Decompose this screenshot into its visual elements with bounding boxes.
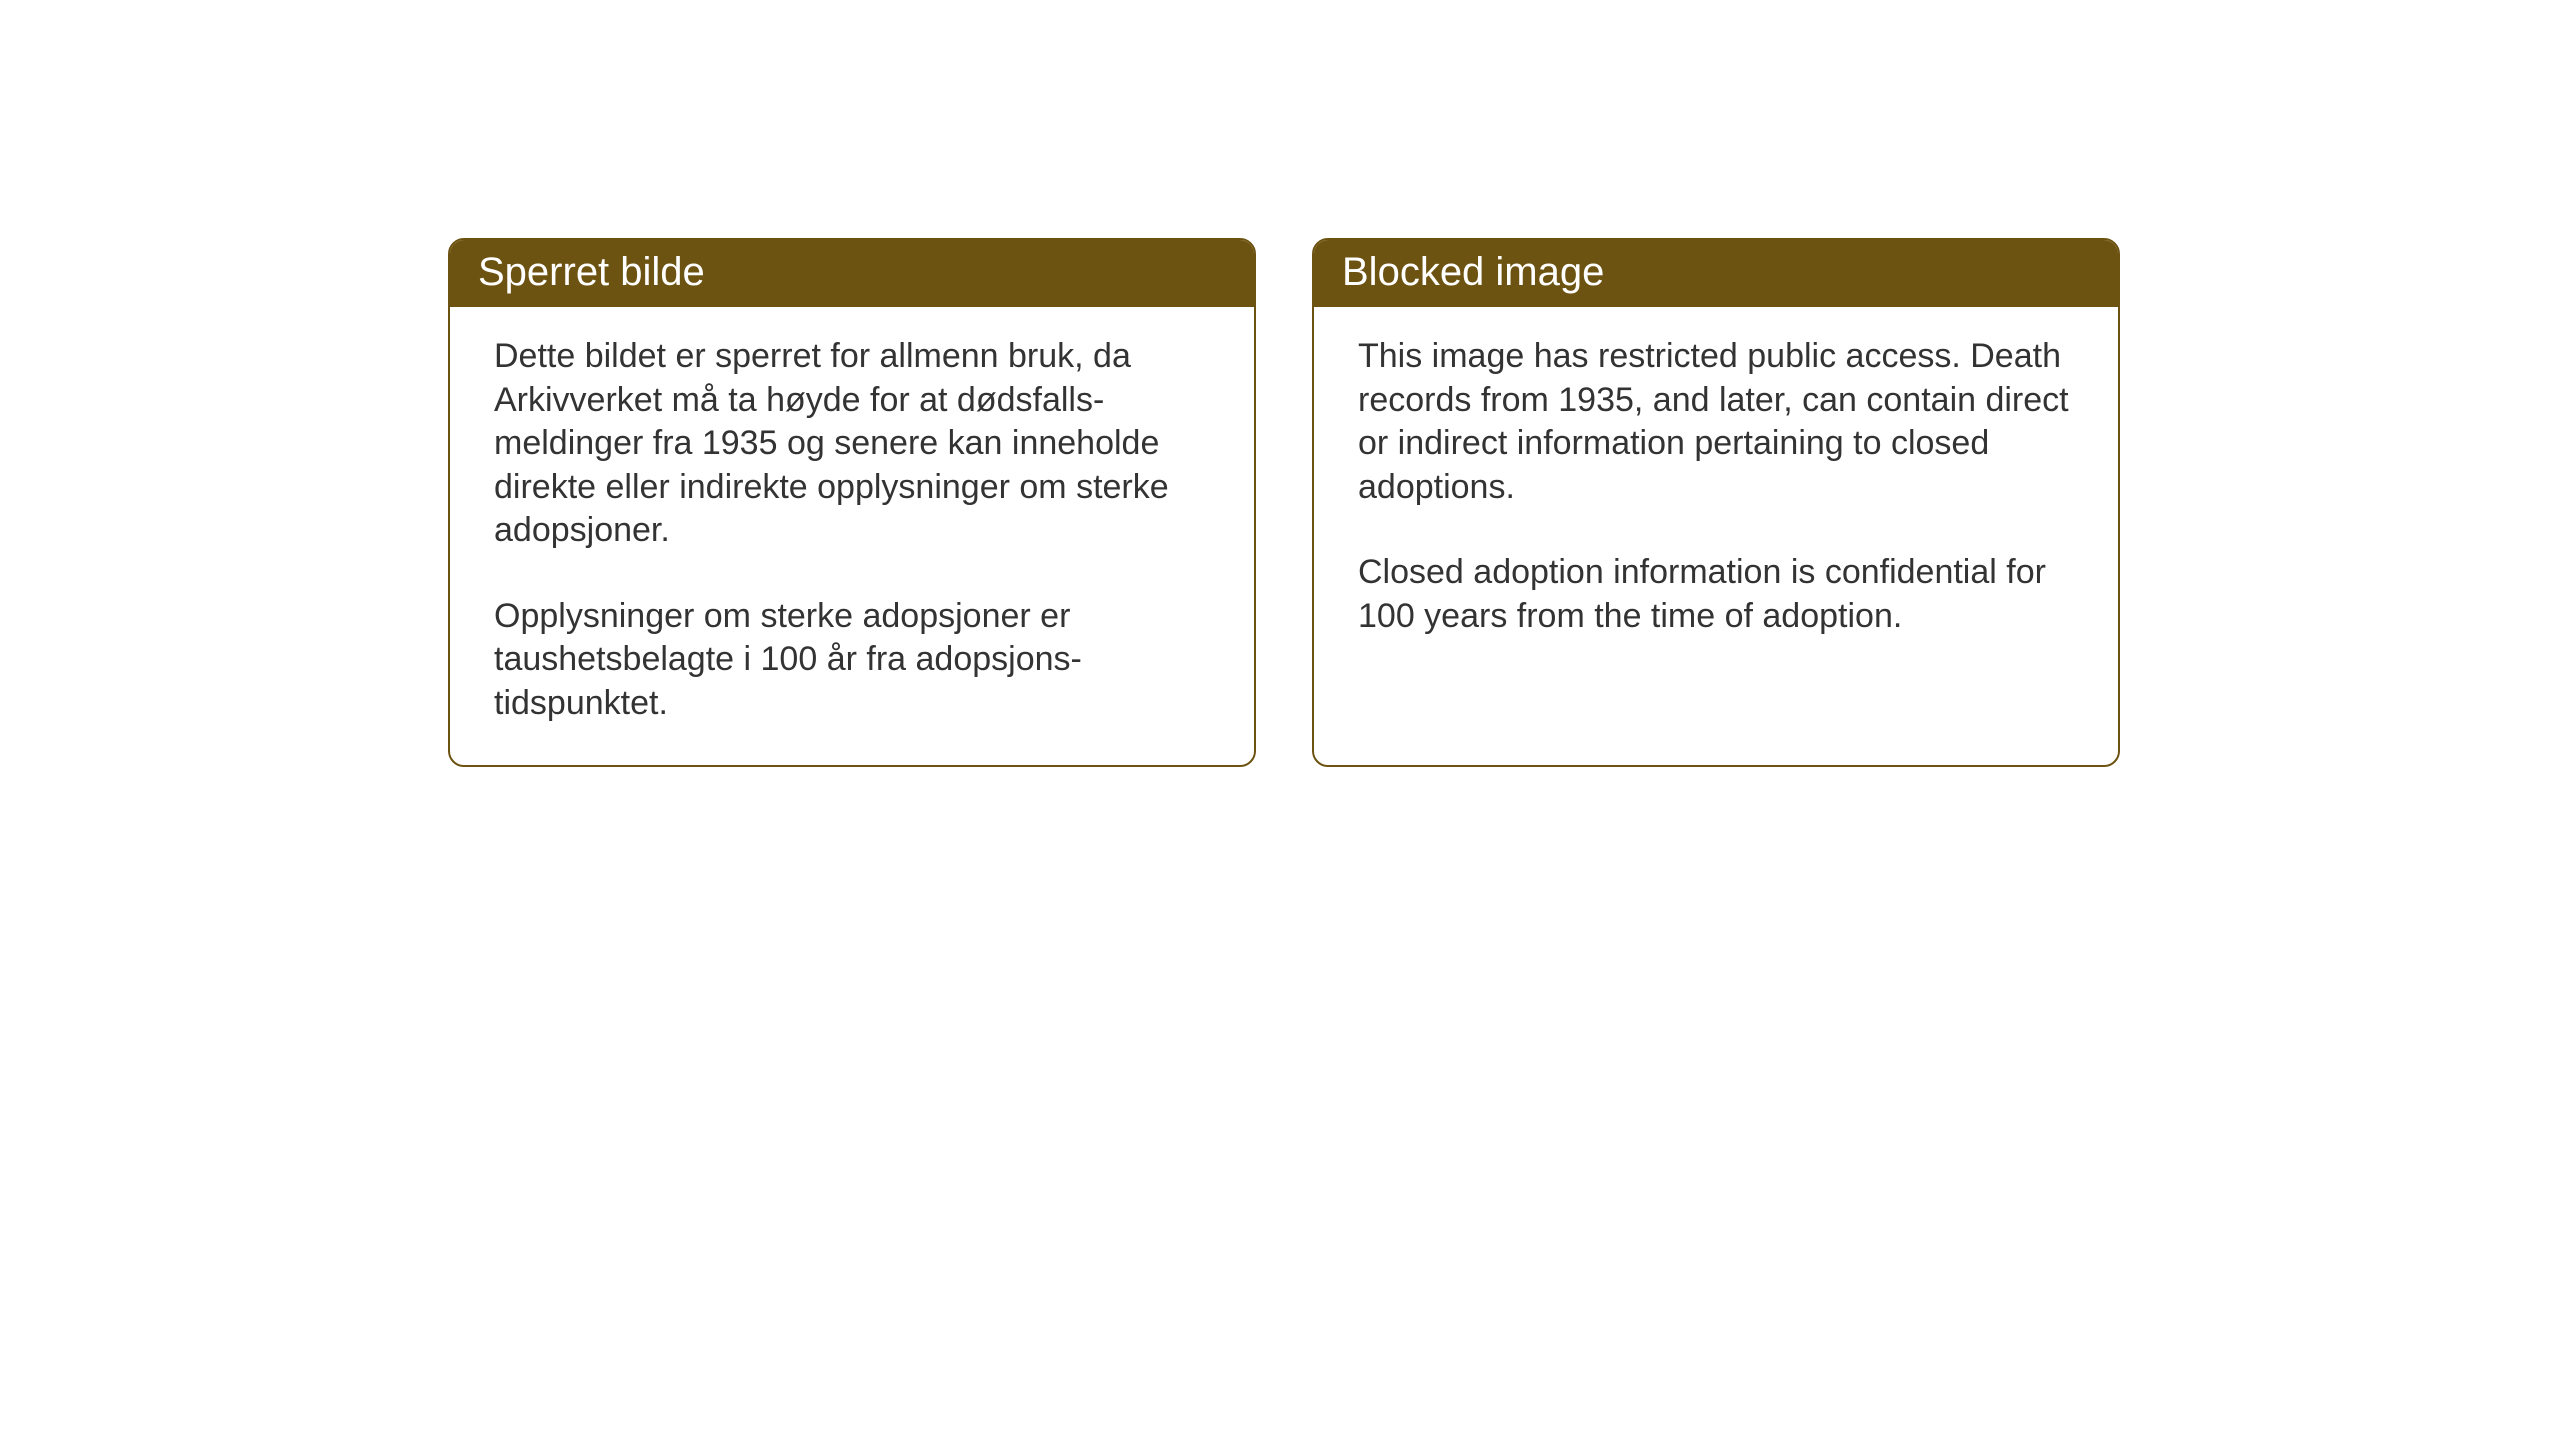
notice-container: Sperret bilde Dette bildet er sperret fo… <box>448 238 2120 767</box>
english-paragraph-1: This image has restricted public access.… <box>1358 335 2074 509</box>
english-notice-card: Blocked image This image has restricted … <box>1312 238 2120 767</box>
norwegian-notice-card: Sperret bilde Dette bildet er sperret fo… <box>448 238 1256 767</box>
english-paragraph-2: Closed adoption information is confident… <box>1358 551 2074 638</box>
norwegian-paragraph-2: Opplysninger om sterke adopsjoner er tau… <box>494 595 1210 726</box>
norwegian-card-body: Dette bildet er sperret for allmenn bruk… <box>450 307 1254 765</box>
english-card-body: This image has restricted public access.… <box>1314 307 2118 678</box>
norwegian-paragraph-1: Dette bildet er sperret for allmenn bruk… <box>494 335 1210 553</box>
norwegian-card-header: Sperret bilde <box>450 240 1254 307</box>
english-card-title: Blocked image <box>1342 250 1604 294</box>
norwegian-card-title: Sperret bilde <box>478 250 705 294</box>
english-card-header: Blocked image <box>1314 240 2118 307</box>
